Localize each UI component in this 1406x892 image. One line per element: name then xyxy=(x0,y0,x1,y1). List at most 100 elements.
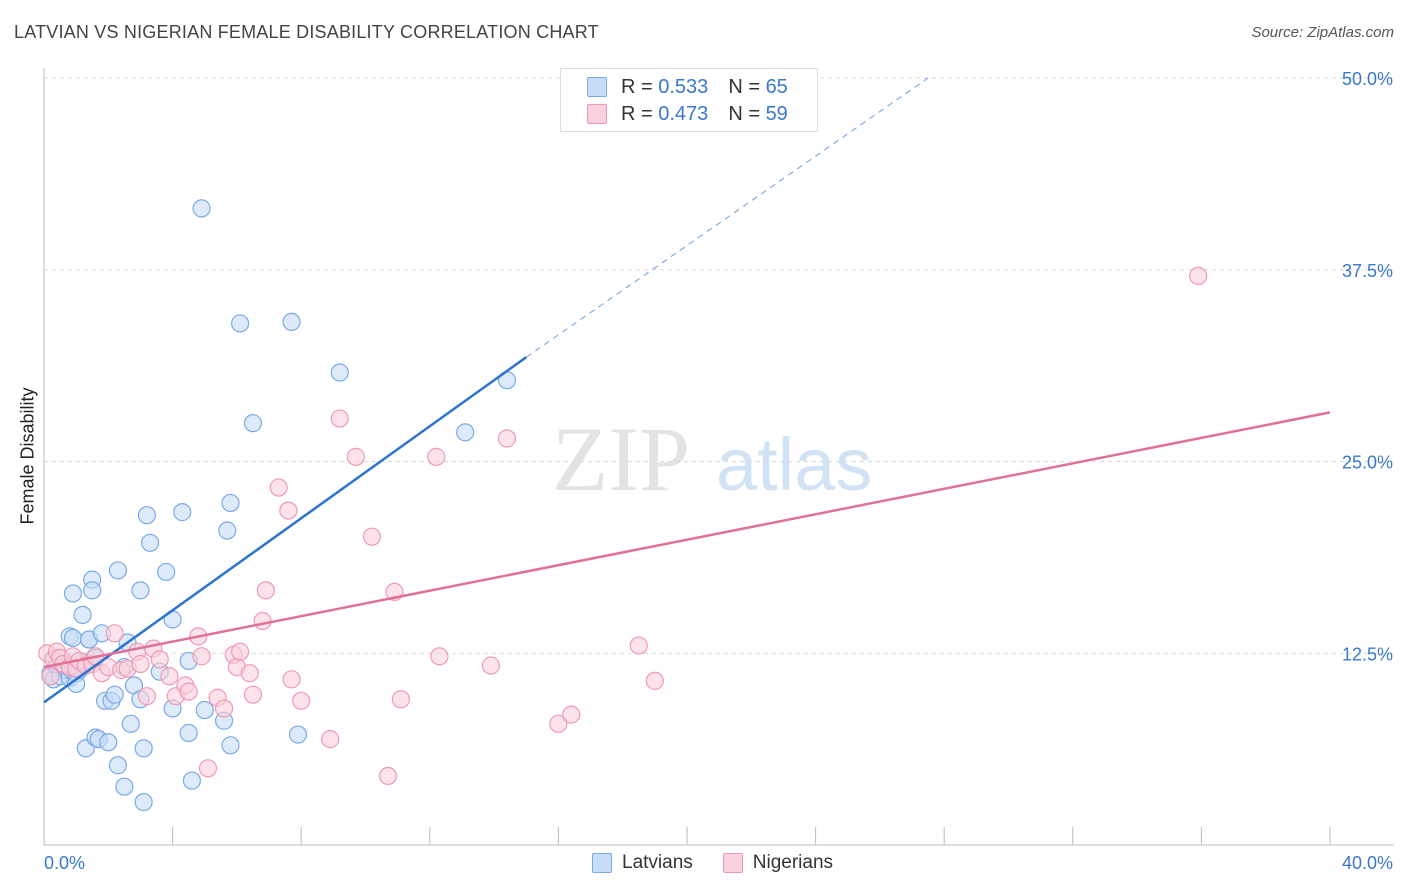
latvian-point xyxy=(288,725,308,744)
nigerians-r-value: 0.473 xyxy=(658,102,709,125)
nigerian-point xyxy=(131,654,150,674)
latvians-n-label: N = xyxy=(728,75,760,98)
latvians-r-value: 0.533 xyxy=(658,75,709,98)
latvian-point xyxy=(173,503,192,522)
nigerian-point xyxy=(497,429,517,448)
nigerian-point xyxy=(292,691,311,710)
latvian-point xyxy=(179,723,198,743)
nigerian-point xyxy=(214,699,234,718)
data-points xyxy=(38,199,1208,812)
chart-source: Source: ZipAtlas.com xyxy=(1251,24,1394,41)
nigerians-legend-label: Nigerians xyxy=(752,852,834,873)
nigerians-legend-swatch xyxy=(722,853,743,873)
nigerian-point xyxy=(243,685,263,704)
latvian-point xyxy=(330,363,349,382)
latvian-point xyxy=(140,533,160,552)
latvian-point xyxy=(83,581,102,600)
nigerian-point xyxy=(562,705,581,724)
nigerian-point xyxy=(330,409,349,428)
x-tick-label-min: 0.0% xyxy=(44,853,85,873)
nigerian-point xyxy=(427,447,446,466)
tick-labels: 12.5% 25.0% 37.5% 50.0% 0.0% 40.0% xyxy=(44,69,1393,873)
nigerian-point xyxy=(481,656,500,675)
latvian-point xyxy=(134,792,153,812)
latvians-legend-swatch xyxy=(592,853,612,873)
latvian-point xyxy=(108,561,128,580)
nigerians-n-label: N = xyxy=(728,102,760,125)
grid-lines xyxy=(44,77,1394,654)
nigerian-point xyxy=(179,682,198,701)
chart-title: LATVIAN VS NIGERIAN FEMALE DISABILITY CO… xyxy=(14,22,599,42)
latvians-trend-extension xyxy=(525,77,929,358)
correlation-legend: R = 0.533 N = 65 R = 0.473 N = 59 xyxy=(560,68,818,132)
latvians-n-value: 65 xyxy=(765,75,788,98)
latvian-point xyxy=(63,628,83,648)
latvian-point xyxy=(121,714,140,733)
latvian-point xyxy=(192,199,211,218)
nigerian-point xyxy=(269,478,288,497)
nigerians-swatch xyxy=(587,104,607,124)
nigerians-r-label: R = xyxy=(621,102,653,125)
nigerians-trend-line xyxy=(43,411,1331,669)
nigerian-point xyxy=(41,667,60,686)
latvian-point xyxy=(243,414,263,433)
nigerian-point xyxy=(253,611,272,631)
latvian-point xyxy=(63,584,83,603)
latvians-swatch xyxy=(587,77,607,97)
nigerian-point xyxy=(256,581,275,600)
latvians-r-label: R = xyxy=(621,75,653,98)
latvian-point xyxy=(282,312,301,332)
latvian-point xyxy=(182,771,201,790)
y-tick-label: 25.0% xyxy=(1342,453,1393,473)
y-tick-label: 37.5% xyxy=(1342,261,1393,281)
latvian-point xyxy=(137,506,156,525)
nigerian-point xyxy=(240,664,259,683)
nigerian-point xyxy=(391,690,410,709)
watermark-atlas: atlas xyxy=(716,423,872,506)
nigerian-point xyxy=(378,766,398,786)
nigerian-point xyxy=(629,636,648,655)
nigerian-point xyxy=(430,647,449,666)
nigerians-n-value: 59 xyxy=(765,102,788,125)
latvian-point xyxy=(231,314,250,333)
latvian-point xyxy=(134,739,153,758)
legend-row-latvians: R = 0.533 N = 65 xyxy=(587,75,788,99)
latvian-point xyxy=(99,733,118,752)
nigerian-point xyxy=(231,642,250,661)
latvians-legend-label: Latvians xyxy=(622,852,693,873)
nigerian-point xyxy=(362,527,382,546)
latvian-point xyxy=(108,756,128,775)
y-tick-label: 12.5% xyxy=(1342,644,1393,664)
watermark-zip: ZIP xyxy=(552,408,690,510)
nigerian-point xyxy=(282,670,301,689)
nigerian-point xyxy=(137,687,156,706)
x-tick-label-max: 40.0% xyxy=(1342,853,1393,873)
nigerian-point xyxy=(279,501,298,520)
nigerian-point xyxy=(160,667,179,686)
latvian-point xyxy=(131,581,150,600)
latvian-point xyxy=(221,493,240,513)
nigerian-point xyxy=(105,624,124,643)
nigerian-point xyxy=(321,730,340,749)
latvian-point xyxy=(221,736,240,755)
nigerian-point xyxy=(150,650,169,669)
y-tick-label: 50.0% xyxy=(1342,69,1393,89)
latvian-point xyxy=(105,685,124,704)
latvians-trend-line xyxy=(43,356,527,704)
watermark: ZIP atlas xyxy=(552,408,872,510)
latvian-point xyxy=(456,423,475,442)
latvian-point xyxy=(218,521,237,540)
trend-lines xyxy=(43,77,1331,704)
latvian-point xyxy=(115,777,134,796)
nigerian-point xyxy=(198,759,218,778)
latvian-point xyxy=(73,605,92,625)
legend-row-nigerians: R = 0.473 N = 59 xyxy=(587,102,788,126)
nigerian-point xyxy=(1189,266,1208,285)
latvian-point xyxy=(157,562,176,582)
nigerian-point xyxy=(645,671,664,690)
y-axis-label: Female Disability xyxy=(17,387,38,525)
nigerian-point xyxy=(192,647,211,666)
series-legend: Latvians Nigerians xyxy=(592,852,833,874)
axes xyxy=(43,68,1394,846)
